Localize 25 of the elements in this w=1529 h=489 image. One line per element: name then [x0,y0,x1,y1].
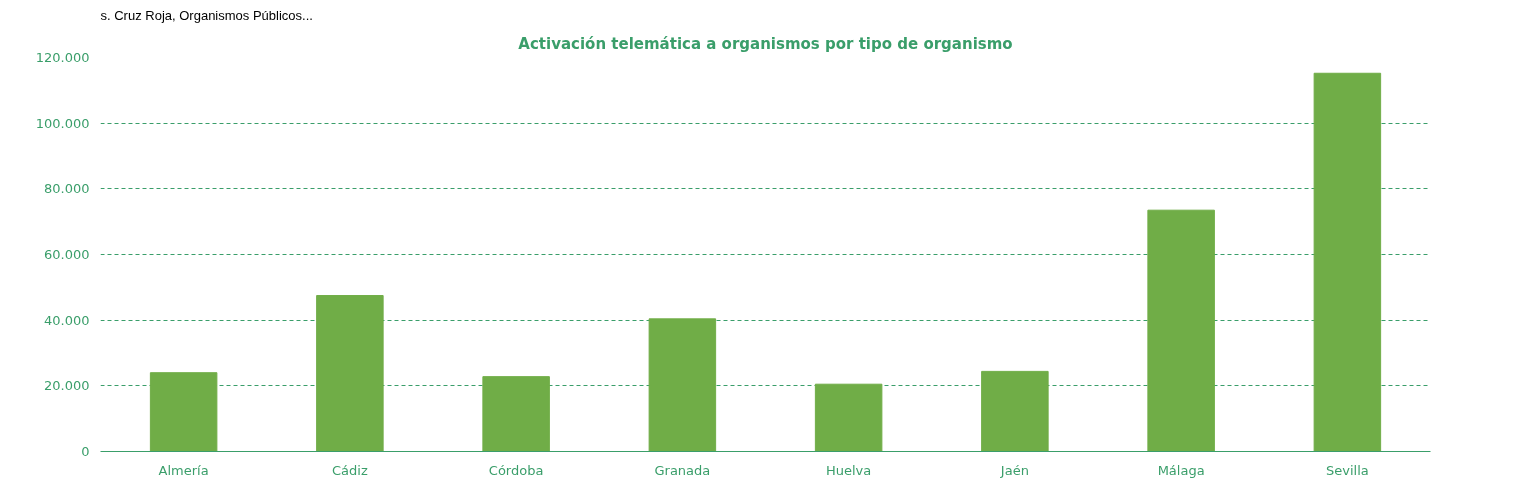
y-tick-label: 40.000 [44,312,90,328]
x-tick-label: Sevilla [1326,462,1369,478]
bar [1313,72,1382,452]
y-tick-label: 0 [81,444,90,459]
bar [648,318,717,452]
y-tick-label: 60.000 [44,247,90,262]
x-tick-label: Cádiz [332,462,368,478]
x-tick-label: Jaén [999,462,1029,478]
x-tick-label: Almería [158,462,209,478]
text: s. Cruz Roja, Organismos Públicos... [100,7,313,23]
chart-title: Activación telemática a organismos por tipo de organismo [518,34,1013,53]
x-tick-label: Córdoba [488,462,544,478]
bar [316,295,384,452]
y-tick-label: 120.000 [35,50,90,65]
y-tick-label: 100.000 [35,115,90,131]
x-tick-label: Huelva [825,462,872,478]
y-tick-label: 80.000 [44,181,90,197]
bar [1147,209,1215,452]
x-tick-label: Granada [654,462,711,478]
bar [814,383,883,452]
bar [482,376,550,452]
bar [149,372,218,452]
x-tick-label: Málaga [1157,462,1205,478]
y-tick-label: 20.000 [44,378,90,394]
bar [981,370,1049,452]
